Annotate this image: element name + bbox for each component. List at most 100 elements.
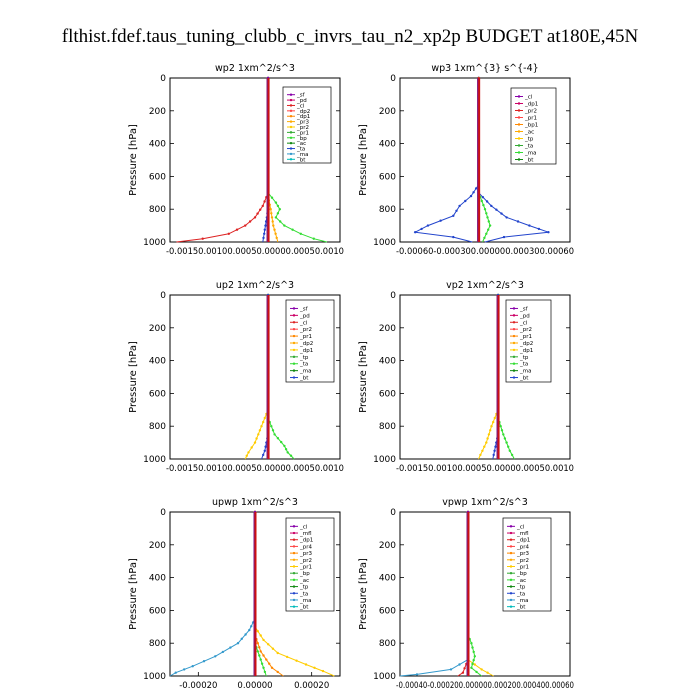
panel-title: wp2 1xm^2/s^3 [215,63,295,74]
data-point [261,204,264,208]
legend-label: _pr1 [296,130,309,136]
legend-marker [289,93,293,96]
data-point [505,216,508,219]
data-point [259,634,262,637]
data-point [461,671,465,674]
data-point [486,437,489,440]
data-point [304,663,308,666]
legend-marker [289,120,293,123]
legend-item: _tp [515,137,534,143]
data-point [313,666,316,669]
data-point [250,625,253,628]
legend-marker [292,376,296,379]
legend-item: _cl [290,524,308,530]
legend-marker [517,144,521,147]
data-point [510,453,514,457]
legend-item: _bp [290,571,310,577]
data-point [236,642,240,645]
series-line [413,78,480,243]
legend-marker [512,376,516,379]
legend-item: _dp1 [507,538,530,544]
data-point [502,433,505,436]
data-point [262,236,265,240]
data-point [271,429,275,432]
data-point [507,445,510,448]
data-point [270,216,274,219]
legend-marker [517,123,521,126]
y-tick-label: 400 [149,574,166,584]
legend-marker [517,102,521,105]
legend-item: _ac [287,141,306,147]
legend-label: _ac [524,130,534,136]
legend-label: _ma [516,598,528,604]
data-point [493,449,496,452]
panel-wp2: wp2 1xm^2/s^3 Pressure [hPa] 0 200 400 600 800… [128,63,344,257]
legend-label: _pr3 [299,551,313,557]
data-point [463,667,466,670]
legend-marker [292,525,296,528]
data-point [271,220,274,223]
data-point [270,425,273,428]
data-point [274,201,278,204]
y-tick-label: 1000 [373,238,396,248]
data-point [473,655,476,658]
legend-marker [512,334,516,338]
legend-item: _bt [507,605,526,611]
legend-marker [509,592,513,595]
legend-label: _cl [296,103,305,109]
legend-marker [289,104,293,107]
legend-label: _pr2 [299,327,312,333]
y-tick-label: 800 [379,639,396,649]
y-tick-label: 400 [379,357,396,367]
legend-item: _ta [507,591,525,597]
legend-label: _dp1 [524,102,538,108]
legend: _cl_mfl_dp1_pr4_pr3_pr2_pr1_bp_ac_tp_ta_… [502,517,552,612]
legend-marker [292,545,296,548]
legend-label: _cl [299,320,308,326]
data-point [280,440,283,444]
legend-marker [512,321,516,324]
legend-item: _pr2 [290,558,312,564]
legend-marker [517,95,521,98]
data-point [472,191,475,194]
legend-label: _dp2 [519,341,533,347]
data-point [275,236,278,240]
legend-marker [292,592,296,595]
legend-label: _ta [524,144,533,150]
data-point [494,445,497,448]
x-tick-labels: -0.00040-0.000200.000000.000200.000400.0… [396,681,574,691]
data-point [458,204,461,208]
legend-item: _ma [515,151,536,157]
figure-title: flthist.fdef.taus_tuning_clubb_c_invrs_t… [62,26,639,47]
legend: _sf_pd_cl_pr2_pr1_dp2_dp1_tp_ta_ma_bt [285,299,335,383]
y-axis-label: Pressure [hPa] [128,124,139,196]
y-tick-label: 200 [149,107,166,117]
plot-frame [169,294,341,460]
legend: _sf_pd_cl_pr2_pr1_dp2_dp1_tp_ta_ma_bt [505,299,552,383]
legend-item: _dp2 [290,341,313,347]
legend-item: _ma [290,369,311,375]
legend-label: _pr3 [516,551,530,557]
legend-item: _bt [510,376,529,382]
legend-label: _mfl [516,531,529,537]
legend-item: _ta [290,591,308,597]
legend-label: _pr2 [296,125,309,131]
data-point [262,654,265,657]
legend-label: _pr2 [524,109,537,115]
data-point [191,665,194,668]
data-point [264,224,267,227]
data-point [253,441,257,444]
y-tick-label: 0 [390,508,396,518]
legend-marker [292,307,296,310]
legend-marker [289,158,293,161]
legend-item: _mfl [290,531,312,537]
data-point [250,446,253,449]
series-pr2 [478,293,500,460]
legend-label: _cl [524,95,533,101]
data-point [279,220,282,223]
legend-label: _pd [296,98,307,104]
data-point [464,199,467,203]
panel-title: upwp 1xm^2/s^3 [212,497,298,508]
data-point [420,227,423,231]
data-point [547,231,550,234]
